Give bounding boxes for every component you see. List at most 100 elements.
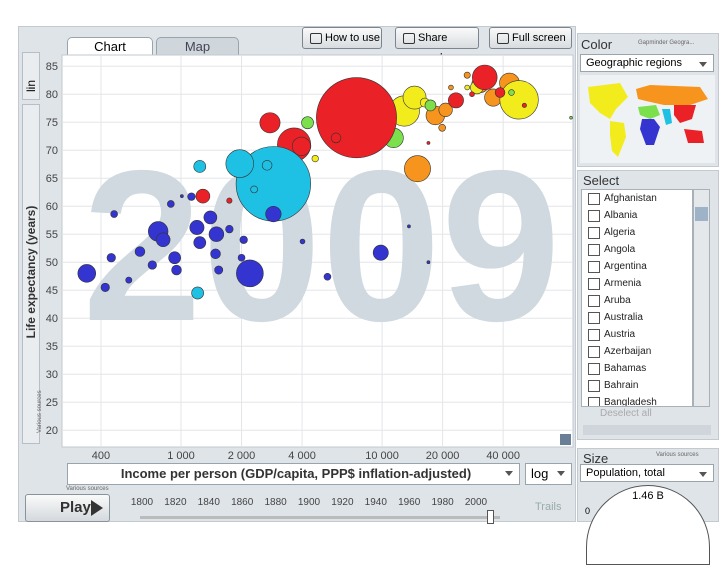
play-button[interactable]: Play xyxy=(25,494,110,522)
bubble[interactable] xyxy=(237,253,246,262)
year-watermark: 2009 xyxy=(82,125,560,366)
button[interactable]: Full screen xyxy=(489,27,572,49)
x-tick-label: 10 000 xyxy=(365,450,399,462)
bubble[interactable] xyxy=(168,251,181,265)
country-option[interactable]: Albania xyxy=(582,207,692,224)
bubble[interactable] xyxy=(106,253,116,263)
country-option[interactable]: Argentina xyxy=(582,258,692,275)
y-tick-label: 80 xyxy=(46,89,58,101)
bubble[interactable] xyxy=(265,205,282,223)
bubble[interactable] xyxy=(100,282,110,292)
bubble[interactable] xyxy=(214,265,224,275)
x-axis-dropdown[interactable]: Income per person (GDP/capita, PPP$ infl… xyxy=(67,463,520,485)
bubble[interactable] xyxy=(464,84,470,91)
bubble[interactable] xyxy=(147,260,157,270)
bubble[interactable] xyxy=(259,112,281,134)
country-option[interactable]: Australia xyxy=(582,309,692,326)
country-option[interactable]: Bahamas xyxy=(582,360,692,377)
bubble[interactable] xyxy=(208,226,225,242)
bubble[interactable] xyxy=(448,84,454,91)
bubble[interactable] xyxy=(250,185,258,194)
color-panel: Color Gapminder Geogra... Geographic reg… xyxy=(577,33,719,167)
bubble[interactable] xyxy=(463,71,471,79)
region-map[interactable] xyxy=(580,75,715,163)
bubble[interactable] xyxy=(77,264,97,283)
bubble[interactable] xyxy=(494,87,506,98)
bubble[interactable] xyxy=(438,124,446,132)
country-option[interactable]: Aruba xyxy=(582,292,692,309)
x-tick-label: 40 000 xyxy=(486,450,520,462)
bubble[interactable] xyxy=(469,91,475,97)
country-option[interactable]: Angola xyxy=(582,241,692,258)
country-option[interactable]: Bangladesh xyxy=(582,394,692,406)
tab[interactable]: Map xyxy=(156,37,239,55)
bubble[interactable] xyxy=(193,160,207,173)
button[interactable]: How to use xyxy=(302,27,382,49)
country-option[interactable]: Austria xyxy=(582,326,692,343)
bubble[interactable] xyxy=(323,272,332,281)
tab[interactable]: Chart xyxy=(67,37,153,56)
timeline[interactable]: 1800 1820 1840 1860 1880 1900 1920 1940 1960 1980… xyxy=(118,494,516,524)
bubble[interactable] xyxy=(239,235,248,244)
bubble[interactable] xyxy=(110,210,118,218)
bubble[interactable] xyxy=(521,102,527,108)
x-scale-dropdown[interactable]: log xyxy=(525,463,572,485)
scroll-thumb[interactable] xyxy=(695,207,708,221)
bubble[interactable] xyxy=(291,136,311,156)
bubble[interactable] xyxy=(189,220,205,235)
bubble[interactable] xyxy=(472,64,498,91)
search-field[interactable] xyxy=(583,425,711,435)
bubble[interactable] xyxy=(195,188,211,204)
bubble[interactable] xyxy=(426,141,431,145)
bubble[interactable] xyxy=(225,225,234,234)
y-label-box[interactable]: Life expectancy (years) xyxy=(22,104,40,444)
deselect-button[interactable]: Deselect all xyxy=(600,408,652,419)
chart: 20 25 30 35 40 45 50 55 60 65 70 75 80 85 400 1 000 2 00… xyxy=(46,54,574,462)
bubble[interactable] xyxy=(193,236,207,249)
bubble[interactable] xyxy=(372,244,389,261)
trails-toggle[interactable]: Trails xyxy=(535,501,562,513)
bubble[interactable] xyxy=(180,194,184,198)
bubble[interactable] xyxy=(167,200,175,208)
bubble[interactable] xyxy=(261,160,273,171)
bubble[interactable] xyxy=(407,224,411,229)
bubble[interactable] xyxy=(210,248,221,260)
bubble[interactable] xyxy=(171,264,182,276)
timeline-label: 1920 xyxy=(331,497,354,508)
bubble[interactable] xyxy=(316,77,397,159)
bubble[interactable] xyxy=(155,232,171,248)
country-option[interactable]: Azerbaijan xyxy=(582,343,692,360)
bubble[interactable] xyxy=(301,116,314,130)
bubble[interactable] xyxy=(569,116,573,120)
scrollbar[interactable] xyxy=(693,189,710,407)
timeline-label: 1800 xyxy=(130,497,154,508)
size-dropdown[interactable]: Population, total xyxy=(580,464,714,482)
country-option[interactable]: Bahrain xyxy=(582,377,692,394)
bubble[interactable] xyxy=(438,102,453,117)
bubble[interactable] xyxy=(203,210,218,225)
bubble[interactable] xyxy=(191,286,204,300)
y-tick-label: 25 xyxy=(46,397,58,409)
country-option[interactable]: Algeria xyxy=(582,224,692,241)
color-dropdown[interactable]: Geographic regions xyxy=(580,54,714,72)
bubble[interactable] xyxy=(311,155,319,163)
bubble[interactable] xyxy=(508,89,515,96)
bubble[interactable] xyxy=(134,246,146,257)
bubble[interactable] xyxy=(424,99,437,112)
bubble[interactable] xyxy=(226,197,233,204)
bubble[interactable] xyxy=(499,80,539,120)
bubble[interactable] xyxy=(330,132,342,144)
panel-title: Size xyxy=(583,451,609,466)
bubble[interactable] xyxy=(448,92,464,109)
bubble[interactable] xyxy=(225,149,254,178)
country-option[interactable]: Afghanistan xyxy=(582,190,692,207)
bubble[interactable] xyxy=(187,192,196,201)
timeline-label: 1900 xyxy=(297,497,321,508)
y-scale-toggle[interactable]: lin xyxy=(22,52,40,100)
country-option[interactable]: Armenia xyxy=(582,275,692,292)
bubble[interactable] xyxy=(426,260,431,265)
bubble[interactable] xyxy=(299,238,306,245)
bubble[interactable] xyxy=(404,155,431,183)
bubble[interactable] xyxy=(236,259,264,288)
bubble[interactable] xyxy=(125,276,133,284)
